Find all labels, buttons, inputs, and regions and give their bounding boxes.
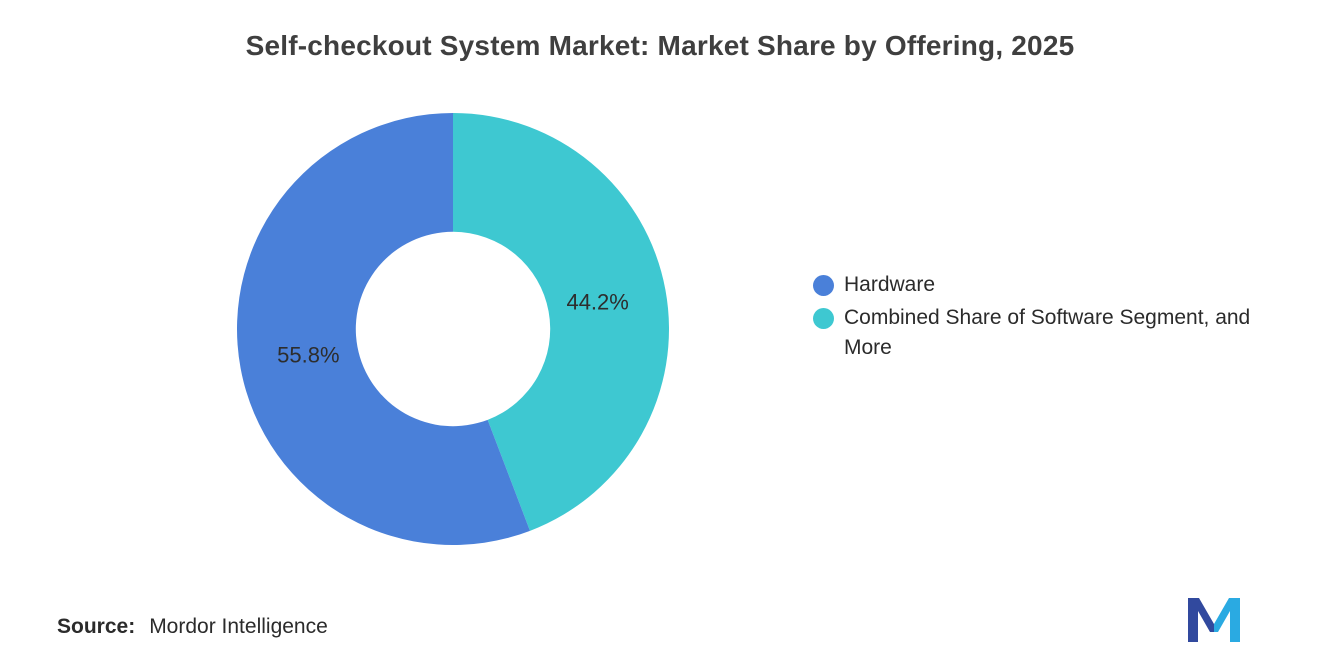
logo-left-shape [1188, 598, 1214, 642]
source-line: Source: Mordor Intelligence [57, 615, 328, 639]
source-label: Source: [57, 615, 136, 638]
chart-title: Self-checkout System Market: Market Shar… [245, 30, 1075, 61]
legend-label: Hardware [844, 273, 936, 296]
donut-slice-combined-share-of-software-segment-and-more[interactable] [453, 113, 669, 531]
legend-swatch-combined-share-of-software-segment-and-more [813, 308, 834, 329]
donut-slice-hardware[interactable] [237, 113, 530, 545]
legend-item-combined-share-of-software-segment-and-more[interactable]: Combined Share of Software Segment, and … [813, 303, 1281, 363]
donut-chart-area: 44.2% 55.8% [237, 113, 669, 545]
slice-label-combined-share-of-software-segment-and-more: 44.2% [566, 289, 628, 314]
mordor-intelligence-logo [1188, 598, 1252, 642]
legend-swatch-hardware [813, 275, 834, 296]
legend: Hardware Combined Share of Software Segme… [813, 270, 1281, 366]
slice-label-hardware: 55.8% [277, 343, 339, 368]
mordor-logo-mark [1188, 598, 1240, 642]
donut-chart: 44.2% 55.8% [237, 113, 669, 545]
legend-label: Combined Share of Software Segment, and … [844, 306, 1251, 359]
legend-item-hardware[interactable]: Hardware [813, 270, 1281, 300]
logo-right-shape [1214, 598, 1240, 642]
source-text: Mordor Intelligence [149, 615, 328, 638]
